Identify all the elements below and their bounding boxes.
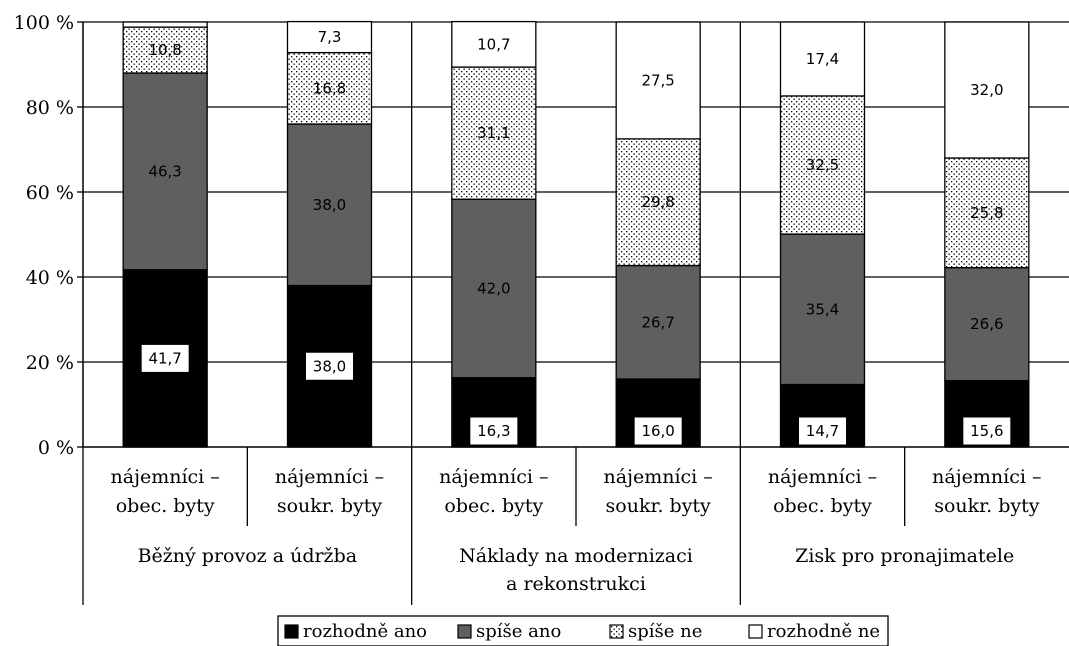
- bar-segment-rozhodně-ne: [779, 21, 866, 97]
- data-label-box: [962, 416, 1012, 446]
- data-label: 25,8: [970, 204, 1003, 222]
- y-tick-label: 20 %: [26, 352, 74, 374]
- data-label: 32,5: [806, 156, 839, 174]
- data-label: 31,1: [477, 124, 510, 142]
- data-label: 27,5: [641, 71, 674, 89]
- data-label: 16,0: [641, 422, 674, 440]
- category-label: nájemníci –: [439, 466, 548, 488]
- legend-swatch: [284, 624, 299, 639]
- legend-swatch: [457, 624, 472, 639]
- group-label: Náklady na modernizaci: [459, 545, 693, 567]
- data-label: 14,7: [806, 422, 839, 440]
- data-label: 10,7: [477, 35, 510, 53]
- data-label: 16,3: [477, 422, 510, 440]
- y-tick-label: 0 %: [38, 437, 74, 459]
- data-label: 16,8: [313, 79, 346, 97]
- bar-segment-spíše-ne: [451, 66, 537, 200]
- category-label: soukr. byty: [277, 495, 383, 517]
- data-label: 38,0: [313, 196, 346, 214]
- data-label: 35,4: [806, 300, 839, 318]
- data-label: 38,0: [313, 357, 346, 375]
- category-label: obec. byty: [116, 495, 215, 517]
- bar-segment-rozhodně-ne: [122, 21, 208, 28]
- category-labels: nájemníci – obec. byty nájemníci – soukr. b…: [82, 447, 1041, 605]
- data-label-box: [633, 416, 683, 446]
- data-label-box: [140, 343, 190, 373]
- category-label: nájemníci –: [768, 466, 877, 488]
- data-label: 41,7: [148, 349, 181, 367]
- bar-segment-spíše-ano: [944, 266, 1030, 382]
- bar-segment-spíše-ano: [615, 264, 701, 380]
- bar-segment-rozhodně-ne: [944, 21, 1030, 159]
- y-tick-label: 80 %: [26, 97, 74, 119]
- bar-segment-spíše-ano: [286, 123, 373, 287]
- bars: 46,3 10,8 38,0 16,8 7,3 42,0 31,1 10,7 26,7 29,8 2…: [122, 20, 1030, 448]
- bar-segment-spíše-ne: [944, 157, 1030, 269]
- bar-segment-spíše-ano: [451, 198, 537, 379]
- y-tick-label: 100 %: [14, 12, 74, 34]
- category-label: nájemníci –: [111, 466, 220, 488]
- group-label: a rekonstrukci: [506, 573, 646, 595]
- data-label: 26,6: [970, 315, 1003, 333]
- bar-segment-spíše-ne: [122, 26, 208, 74]
- legend-swatch: [748, 624, 763, 639]
- data-label-box: [798, 416, 847, 446]
- data-label: 29,8: [641, 193, 674, 211]
- data-label: 7,3: [318, 28, 342, 46]
- data-label: 46,3: [148, 162, 181, 180]
- legend-label: spíše ano: [476, 621, 561, 642]
- category-label: soukr. byty: [606, 495, 712, 517]
- group-label: Běžný provoz a údržba: [138, 545, 357, 567]
- y-tick-label: 40 %: [26, 267, 74, 289]
- legend-label: rozhodně ano: [303, 621, 427, 642]
- y-tick-label: 60 %: [26, 182, 74, 204]
- category-label: obec. byty: [444, 495, 543, 517]
- legend-label: spíše ne: [628, 621, 702, 642]
- bar-segment-rozhodně-ne: [451, 20, 537, 68]
- bar-segment-rozhodně-ne: [286, 20, 373, 54]
- category-label: obec. byty: [773, 495, 872, 517]
- legend: rozhodně ano spíše ano spíše ne rozhodně ne: [277, 615, 889, 646]
- data-label: 10,8: [148, 41, 181, 59]
- category-label: nájemníci –: [604, 466, 713, 488]
- data-label: 15,6: [970, 422, 1003, 440]
- data-label-box: [469, 416, 519, 446]
- bar-segment-spíše-ne: [615, 138, 701, 267]
- category-label: nájemníci –: [275, 466, 384, 488]
- legend-swatch: [609, 624, 624, 639]
- category-label: nájemníci –: [932, 466, 1041, 488]
- bar-segment-rozhodně-ne: [615, 21, 701, 140]
- group-label: Zisk pro pronajimatele: [795, 545, 1014, 567]
- category-label: soukr. byty: [934, 495, 1040, 517]
- bar-segment-spíše-ano: [122, 72, 208, 271]
- bar-segment-spíše-ne: [779, 95, 866, 235]
- data-label: 42,0: [477, 279, 510, 297]
- bar-segment-spíše-ano: [779, 233, 866, 386]
- legend-box: [277, 615, 889, 646]
- gridlines: [83, 21, 1069, 447]
- data-label-box: [305, 351, 354, 381]
- data-label: 26,7: [641, 313, 674, 331]
- legend-label: rozhodně ne: [767, 621, 880, 642]
- data-label: 32,0: [970, 81, 1003, 99]
- data-label: 17,4: [806, 50, 839, 68]
